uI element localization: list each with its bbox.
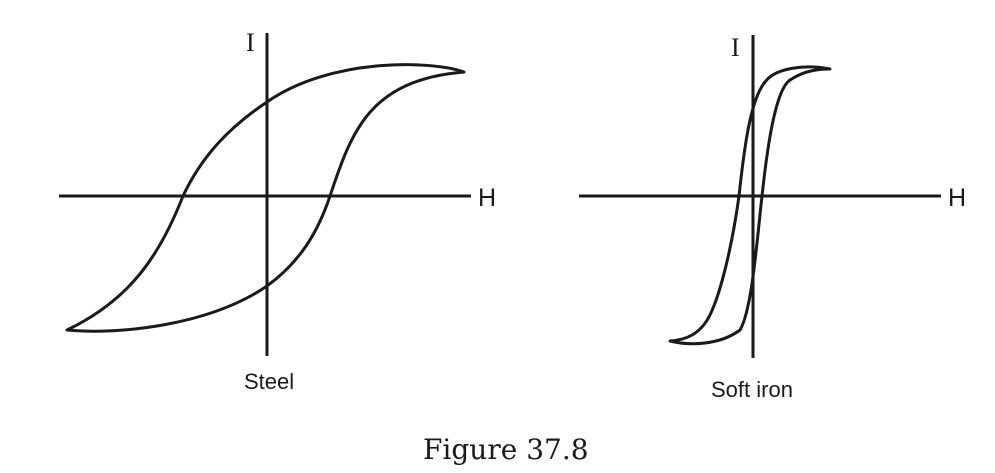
steel-diagram: I H Steel	[59, 28, 496, 394]
steel-i-axis-label: I	[246, 28, 255, 57]
soft-iron-i-axis-label: I	[731, 33, 740, 62]
soft-iron-diagram: I H Soft iron	[579, 33, 966, 402]
steel-h-axis-label: H	[478, 184, 496, 212]
figure-caption: Figure 37.8	[423, 433, 589, 466]
soft-iron-h-axis-label: H	[948, 184, 966, 212]
soft-iron-hysteresis-loop	[668, 65, 832, 346]
soft-iron-label: Soft iron	[711, 377, 793, 402]
steel-hysteresis-loop	[65, 63, 466, 333]
steel-label: Steel	[244, 369, 294, 394]
